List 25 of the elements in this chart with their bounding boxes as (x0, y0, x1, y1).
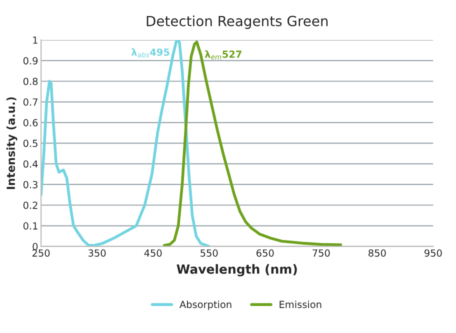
y-axis-title: Intensity (a.u.) (6, 97, 18, 189)
y-tick-label: 0.2 (23, 202, 38, 209)
x-tick-label: 750 (312, 249, 330, 257)
y-tick-label: 0.1 (23, 222, 38, 230)
annotation: λ$_{em}$527 (204, 50, 242, 60)
x-axis-title: Wavelength (nm) (176, 264, 297, 276)
x-tick-label: 950 (424, 249, 442, 257)
x-tick-label: 850 (368, 249, 386, 257)
y-tick-label: 0.9 (23, 57, 38, 64)
x-tick-label: 450 (144, 249, 162, 257)
y-tick-label: 0.7 (23, 98, 38, 106)
chart-title: Detection Reagents Green (146, 16, 328, 29)
x-tick-label: 350 (88, 249, 106, 257)
y-tick-label: 0.3 (23, 180, 38, 188)
x-tick-label: 550 (200, 249, 218, 257)
legend-label: Absorption (180, 300, 232, 310)
y-tick-label: 0.6 (23, 119, 38, 126)
y-tick-label: 0.8 (23, 78, 38, 86)
annotation: λ$_{abs}$495 (131, 48, 170, 58)
y-tick-label: 0.5 (23, 140, 38, 148)
legend-label: Emission (280, 300, 322, 308)
y-tick-label: 0.4 (23, 160, 38, 168)
x-tick-label: 250 (32, 249, 50, 257)
y-tick-label: 1 (33, 36, 38, 44)
x-tick-label: 650 (256, 249, 274, 257)
